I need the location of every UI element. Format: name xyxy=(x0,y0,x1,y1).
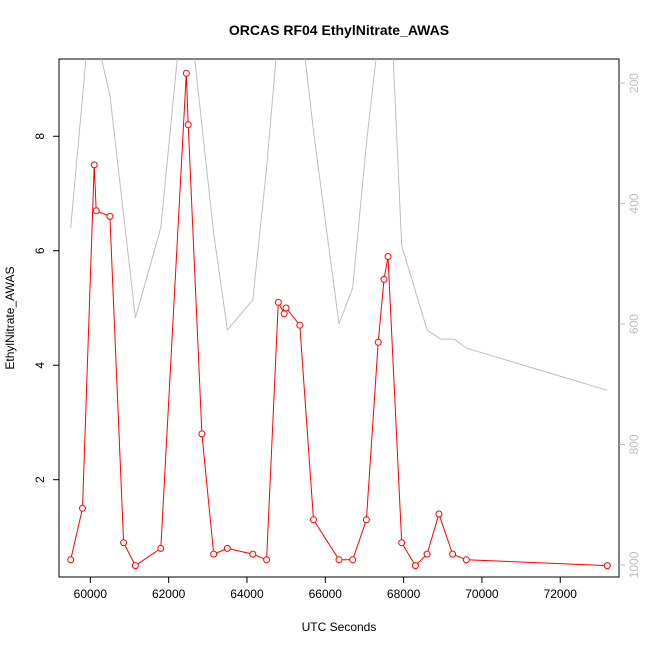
data-point xyxy=(449,550,457,558)
y-tick-label: 8 xyxy=(33,133,47,140)
x-axis: 60000 62000 64000 66000 68000 70000 72000 xyxy=(74,577,578,601)
data-point xyxy=(362,516,370,524)
data-point xyxy=(274,298,282,306)
x-tick-label: 72000 xyxy=(544,587,578,601)
y2-tick-label: 200 xyxy=(627,73,641,93)
x-axis-label: UTC Seconds xyxy=(302,620,377,634)
data-point xyxy=(374,338,382,346)
data-point xyxy=(263,556,271,564)
y2-tick-label: 400 xyxy=(627,193,641,213)
data-point xyxy=(411,562,419,570)
y2-tick-label: 600 xyxy=(627,314,641,334)
data-point xyxy=(380,275,388,283)
plot-frame xyxy=(58,58,620,578)
y-tick-label: 6 xyxy=(33,247,47,254)
x-tick-label: 62000 xyxy=(152,587,186,601)
left-axis-series-line xyxy=(70,73,608,567)
left-axis-series-layer xyxy=(67,69,611,570)
data-point xyxy=(280,310,288,318)
data-point xyxy=(210,550,218,558)
data-point xyxy=(349,556,357,564)
data-point xyxy=(157,544,165,552)
y-tick-label: 2 xyxy=(33,476,47,483)
data-point xyxy=(249,550,257,558)
x-tick-label: 60000 xyxy=(74,587,108,601)
data-point xyxy=(603,562,611,570)
data-point xyxy=(131,562,139,570)
chart-title: ORCAS RF04 EthylNitrate_AWAS xyxy=(229,22,449,38)
data-point xyxy=(384,253,392,260)
x-tick-label: 66000 xyxy=(309,587,343,601)
data-point xyxy=(106,212,114,220)
data-point xyxy=(90,161,98,169)
data-point xyxy=(398,539,406,547)
data-point xyxy=(296,321,304,329)
data-point xyxy=(462,556,470,564)
y2-axis: 200 400 600 800 1000 xyxy=(619,73,641,578)
y-axis-label: EthylNitrate_AWAS xyxy=(3,266,17,369)
data-point xyxy=(198,430,206,438)
data-point xyxy=(310,516,317,524)
y2-tick-label: 1000 xyxy=(627,551,641,578)
x-tick-label: 64000 xyxy=(230,587,264,601)
data-point xyxy=(182,69,190,77)
y-axis: 2 4 6 8 xyxy=(33,133,59,483)
data-point xyxy=(435,510,443,518)
data-point xyxy=(223,544,231,552)
data-point xyxy=(335,556,343,564)
x-tick-label: 70000 xyxy=(465,587,499,601)
data-point xyxy=(79,504,86,512)
y2-tick-label: 800 xyxy=(627,434,641,454)
data-point xyxy=(282,304,290,312)
right-axis-series-layer xyxy=(70,59,608,391)
data-point xyxy=(120,539,128,547)
data-point xyxy=(92,207,100,215)
data-point xyxy=(423,550,431,558)
data-point xyxy=(184,121,192,129)
x-tick-label: 68000 xyxy=(387,587,421,601)
y-tick-label: 4 xyxy=(33,362,47,369)
right-axis-series-line xyxy=(70,59,608,391)
data-point xyxy=(67,556,75,564)
